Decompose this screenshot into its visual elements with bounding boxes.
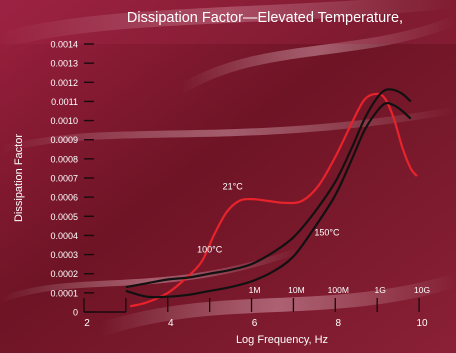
frequency-label: 1M [249, 285, 261, 295]
frequency-label: 1G [375, 285, 386, 295]
background-streaks [0, 0, 456, 337]
y-tick-label: 0.0011 [51, 97, 78, 107]
y-tick-label: 0 [73, 308, 78, 318]
y-tick-label: 0.0005 [50, 212, 78, 222]
x-tick-label: 6 [252, 318, 258, 329]
x-axis-label: Log Frequency, Hz [236, 334, 328, 346]
title-band [0, 0, 456, 44]
curve-label: 150°C [314, 227, 340, 237]
annotation-layer: 21°C 100°C 150°C [197, 181, 340, 254]
x-tick-label: 2 [84, 318, 90, 329]
chart-title: Dissipation Factor—Elevated Temperature, [127, 10, 403, 26]
y-tick-label: 0.0010 [50, 116, 78, 126]
axes: 0 0.0001 0.0002 0.0003 0.0004 0.0005 0.0006 0.0… [50, 40, 430, 330]
y-tick-label: 0.0009 [50, 135, 78, 145]
y-tick-label: 0.0004 [50, 231, 78, 241]
y-tick-label: 0.0012 [50, 78, 78, 88]
y-tick-label: 0.0001 [50, 288, 78, 298]
y-tick-label: 0.0014 [50, 40, 78, 50]
y-tick-label: 0.0008 [50, 154, 78, 164]
y-tick-label: 0.0002 [50, 269, 78, 279]
curve-label: 100°C [197, 245, 223, 255]
series-line-0 [129, 92, 418, 308]
series-layer [125, 88, 418, 308]
curve-label: 21°C [223, 181, 244, 191]
frequency-label: 100M [328, 285, 349, 295]
y-tick-label: 0.0003 [50, 250, 78, 260]
y-tick-label: 0.0007 [50, 174, 78, 184]
x-tick-label: 8 [336, 318, 342, 329]
series-line-1 [125, 88, 412, 289]
x-tick-label: 4 [168, 318, 174, 329]
y-tick-label: 0.0013 [50, 59, 78, 69]
y-axis-label: Dissipation Factor [13, 134, 25, 222]
frequency-label: 10G [414, 285, 430, 295]
y-tick-label: 0.0006 [50, 193, 78, 203]
x-tick-label: 10 [416, 318, 428, 329]
series-line-2 [125, 101, 412, 299]
frequency-label: 10M [288, 285, 305, 295]
